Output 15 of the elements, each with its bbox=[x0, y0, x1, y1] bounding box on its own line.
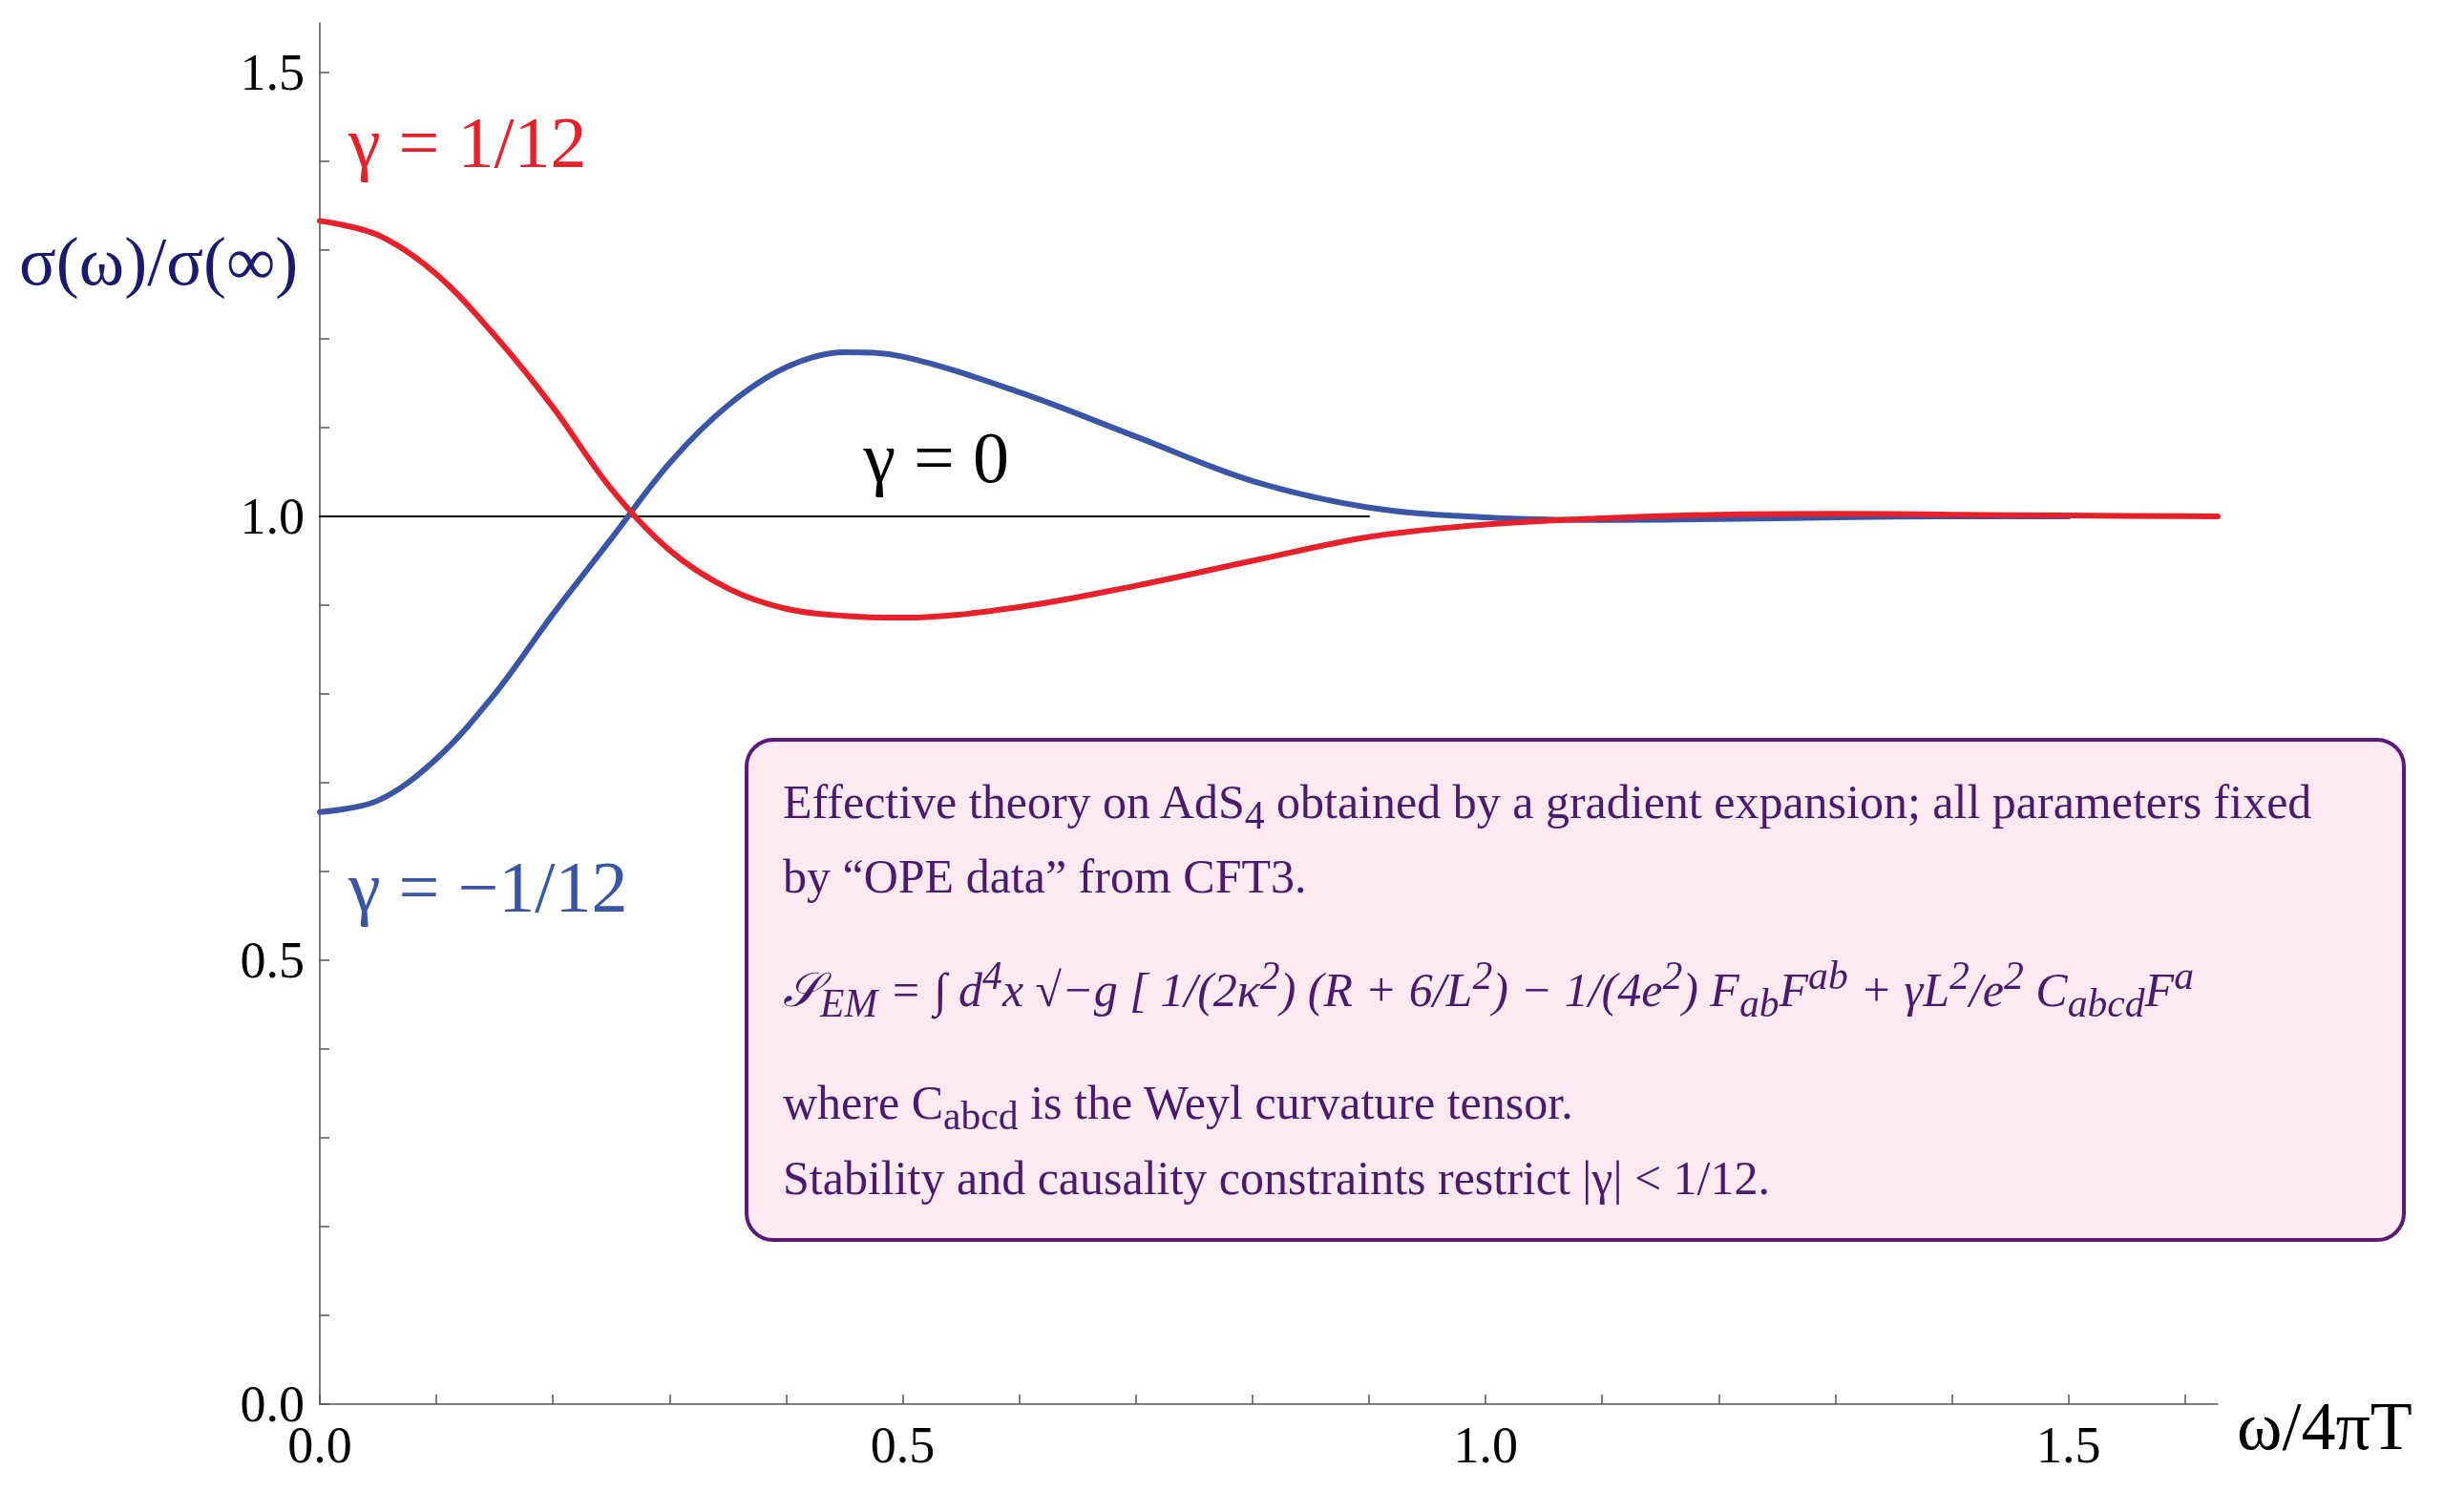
series-label: γ = −1/12 bbox=[348, 846, 628, 927]
x-tick-label: 1.5 bbox=[2035, 1417, 2101, 1474]
y-tick-label: 0.5 bbox=[240, 932, 305, 990]
x-axis-title: ω/4πT bbox=[2237, 1388, 2412, 1464]
x-tick-label: 1.0 bbox=[1453, 1417, 1518, 1474]
series-label: γ = 0 bbox=[862, 417, 1009, 498]
y-tick-label: 1.0 bbox=[240, 488, 305, 546]
x-tick-label: 0.5 bbox=[870, 1417, 936, 1474]
annotation: where C$_{abcd}$ is the Weyl curvature tensor. bbox=[783, 1075, 1574, 1141]
y-axis-title: σ(ω)/σ(∞) bbox=[19, 223, 299, 300]
annotation: Effective theory on AdS$_{4}$ obtained by a gradient expansion; all parameters fixed by “OPE data” from CFT3. bbox=[783, 774, 2313, 906]
text: 𝒮$_{EM}$ = ∫ d$^{4}$x √−g [ 1/(2κ$^{2}$) (R + 6/L$^{2}$) − 1/(4e$^{2}$) F$_{ab}$F$^{ab}$ + γL$^{2}$/e$^{2}$ C$_{abcd}$F$^{a}$ bbox=[783, 954, 2194, 1025]
annotation: Stability and causality constraints restrict |γ| < 1/12. bbox=[783, 1149, 1771, 1207]
series-label: γ = 1/12 bbox=[348, 102, 587, 183]
y-tick-label: 1.5 bbox=[240, 44, 305, 102]
